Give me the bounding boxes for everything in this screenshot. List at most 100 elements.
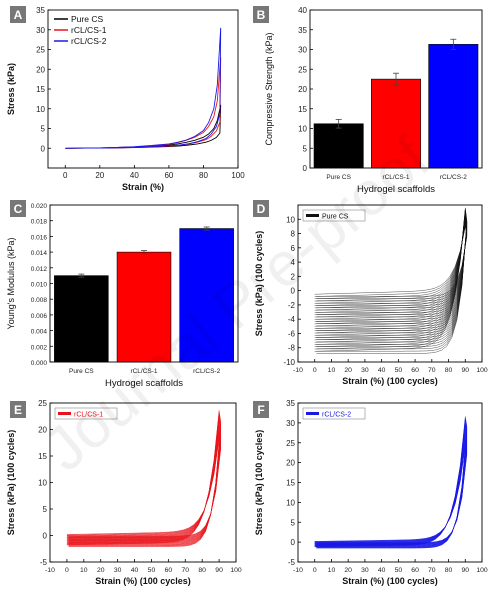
cycle-line bbox=[314, 222, 468, 309]
y-tick-label: 35 bbox=[298, 26, 307, 35]
y-tick-label: -4 bbox=[288, 315, 296, 324]
y-tick-label: 25 bbox=[286, 439, 295, 448]
x-tick-label: 80 bbox=[445, 367, 453, 374]
bar bbox=[179, 228, 234, 363]
y-tick-label: 0.008 bbox=[31, 297, 48, 304]
x-tick-label: 100 bbox=[476, 567, 488, 574]
bar bbox=[313, 123, 364, 169]
cycle-line bbox=[314, 223, 468, 306]
cycle-line bbox=[66, 419, 222, 544]
panel-letter-badge bbox=[10, 6, 26, 23]
y-tick-label: 35 bbox=[286, 399, 295, 408]
x-tick-label: 10 bbox=[328, 567, 336, 574]
y-tick-label: 8 bbox=[291, 230, 296, 239]
category-label: rCL/CS-1 bbox=[382, 174, 409, 181]
y-tick-label: -6 bbox=[288, 329, 296, 338]
y-tick-label: 25 bbox=[36, 46, 45, 55]
y-tick-label: 25 bbox=[298, 65, 307, 74]
y-tick-label: 0.014 bbox=[31, 250, 48, 257]
x-tick-label: 40 bbox=[130, 171, 139, 180]
panel-letter-badge bbox=[253, 6, 269, 23]
y-tick-label: 0.016 bbox=[31, 234, 48, 241]
panel-letter: E bbox=[14, 403, 22, 417]
y-tick-label: 15 bbox=[298, 105, 307, 114]
panel-letter: F bbox=[257, 403, 264, 417]
legend-label: rCL/CS-2 bbox=[322, 412, 351, 419]
y-tick-label: 15 bbox=[286, 479, 295, 488]
panel-d: -10 -8 -6 -4 -2 0 2 4 6 8 10 -10 0 10 20 30 40 50 60 70 80 90… bbox=[253, 200, 488, 386]
x-axis-label: Hydrogel scaffolds bbox=[105, 378, 183, 389]
panel-a: 0 5 10 15 20 25 30 35 0 20 40 60 80 100 Strain (%) Stre… bbox=[6, 6, 245, 192]
x-tick-label: 70 bbox=[181, 567, 189, 574]
series-line bbox=[65, 27, 222, 149]
y-tick-label: 25 bbox=[38, 399, 47, 408]
y-tick-label: 15 bbox=[38, 452, 47, 461]
x-tick-label: 80 bbox=[198, 567, 206, 574]
y-tick-label: 30 bbox=[36, 26, 45, 35]
legend-box bbox=[54, 407, 118, 420]
x-tick-label: 80 bbox=[199, 171, 208, 180]
x-tick-label: 30 bbox=[114, 567, 122, 574]
y-tick-label: 0 bbox=[41, 144, 46, 153]
cycle-line bbox=[66, 418, 222, 544]
y-tick-label: 20 bbox=[38, 426, 47, 435]
y-tick-label: 20 bbox=[286, 459, 295, 468]
x-tick-label: 10 bbox=[80, 567, 88, 574]
x-tick-label: 20 bbox=[344, 367, 352, 374]
x-axis-label: Strain (%) bbox=[122, 182, 164, 192]
cycle-line bbox=[314, 207, 468, 354]
x-tick-label: 50 bbox=[395, 567, 403, 574]
y-tick-label: 15 bbox=[36, 85, 45, 94]
cycle-line bbox=[314, 225, 468, 299]
x-tick-label: 100 bbox=[476, 367, 488, 374]
y-tick-label: 0.002 bbox=[31, 344, 48, 351]
y-tick-label: 5 bbox=[291, 518, 296, 527]
x-tick-label: -10 bbox=[293, 367, 303, 374]
x-tick-label: 40 bbox=[131, 567, 139, 574]
x-tick-label: 50 bbox=[395, 367, 403, 374]
panel-letter-badge bbox=[10, 200, 26, 217]
panel-letter-badge bbox=[253, 401, 269, 418]
cycle-line bbox=[314, 225, 468, 302]
y-tick-label: 10 bbox=[286, 498, 295, 507]
x-tick-label: 20 bbox=[97, 567, 105, 574]
y-tick-label: 5 bbox=[41, 125, 46, 134]
y-tick-label: 30 bbox=[298, 46, 307, 55]
y-axis-label: Stress (kPa) (100 cycles) bbox=[254, 231, 264, 337]
y-axis-label: Stress (kPa) bbox=[6, 63, 16, 115]
legend-box bbox=[302, 407, 366, 420]
y-tick-label: 0.010 bbox=[31, 282, 48, 289]
category-label: rCL/CS-2 bbox=[193, 368, 220, 375]
y-tick-label: 0 bbox=[291, 287, 296, 296]
bar bbox=[371, 78, 421, 169]
panel-f: -5 0 5 10 15 20 25 30 35 -10 0 10 20 30 40 50 60 70 80 90 10… bbox=[253, 399, 488, 586]
y-tick-label: 20 bbox=[36, 65, 45, 74]
bar bbox=[54, 275, 109, 363]
cycle-line bbox=[314, 446, 468, 543]
cycle-line bbox=[314, 208, 468, 352]
panel-c: 0.000 0.002 0.004 0.006 0.008 0.010 0.012 0.014… bbox=[6, 200, 239, 389]
y-tick-label: 4 bbox=[291, 258, 296, 267]
x-tick-label: 30 bbox=[361, 567, 369, 574]
x-tick-label: 60 bbox=[411, 367, 419, 374]
y-tick-label: 10 bbox=[36, 105, 45, 114]
panel-letter-badge bbox=[253, 200, 269, 217]
category-label: Pure CS bbox=[69, 368, 94, 375]
x-tick-label: 10 bbox=[328, 367, 336, 374]
y-tick-label: 5 bbox=[43, 505, 48, 514]
y-tick-label: 0.018 bbox=[31, 219, 48, 226]
legend-label: rCL/CS-1 bbox=[74, 412, 103, 419]
cycle-line bbox=[314, 226, 468, 297]
x-tick-label: 50 bbox=[148, 567, 156, 574]
panel-letter: A bbox=[14, 8, 23, 22]
category-label: rCL/CS-1 bbox=[130, 368, 157, 375]
x-tick-label: 60 bbox=[164, 171, 173, 180]
bar bbox=[116, 251, 172, 363]
x-tick-label: 0 bbox=[313, 567, 317, 574]
x-tick-label: 90 bbox=[461, 367, 469, 374]
y-tick-label: 10 bbox=[38, 479, 47, 488]
y-tick-label: 40 bbox=[298, 6, 307, 15]
y-tick-label: -8 bbox=[288, 344, 296, 353]
x-tick-label: -10 bbox=[293, 567, 303, 574]
